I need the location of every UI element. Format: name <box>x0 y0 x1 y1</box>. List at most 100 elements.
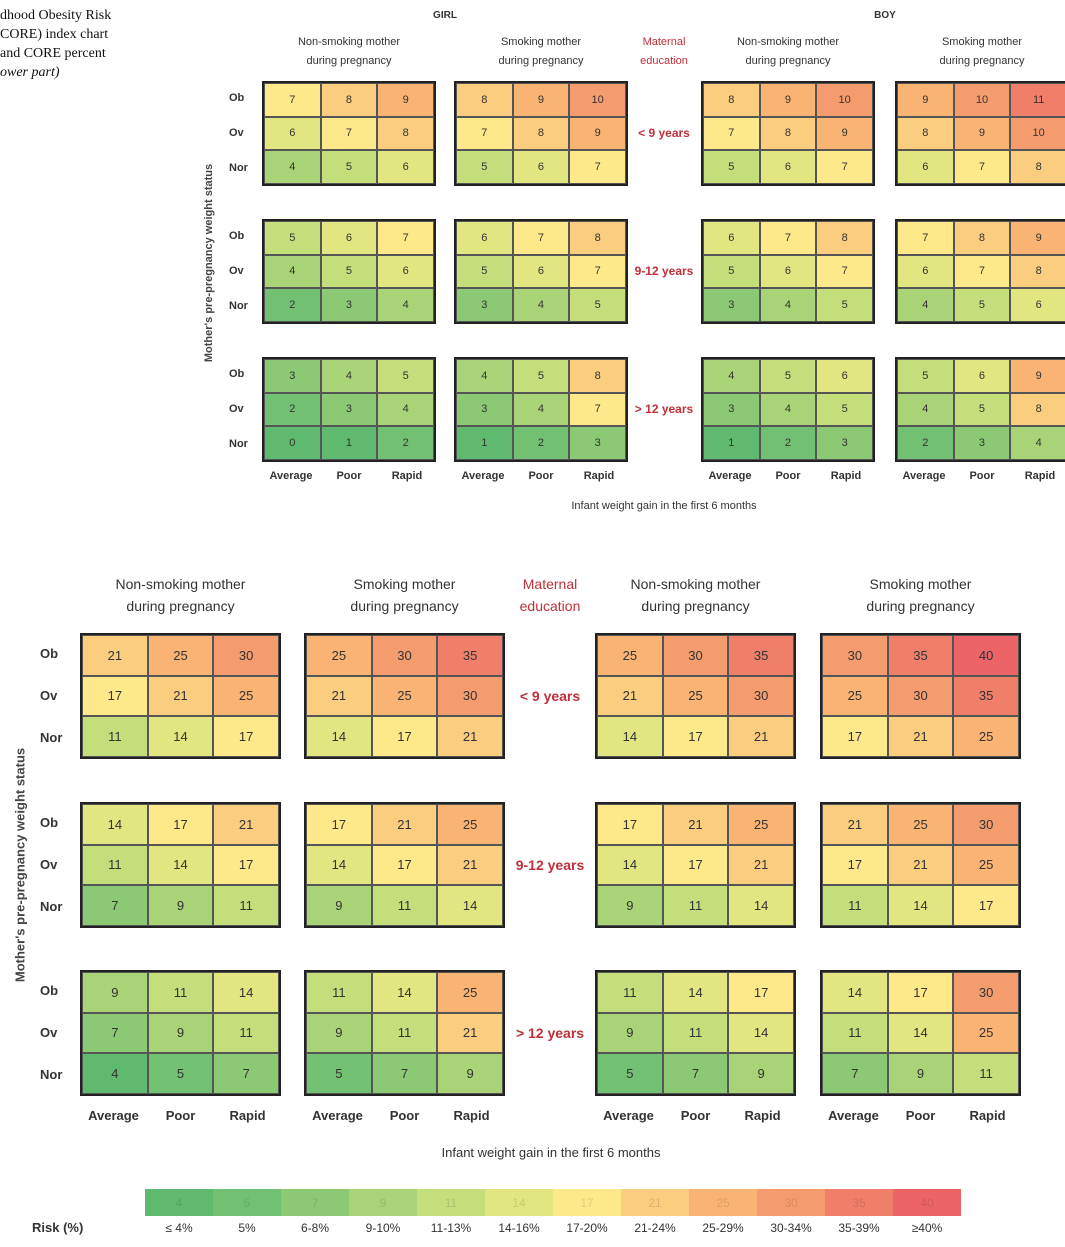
heatmap-cell: 21 <box>306 675 372 717</box>
column-label-poor: Poor <box>775 470 801 482</box>
maternal-education-header-line-1: Maternal <box>522 576 578 592</box>
heatmap-cell: 5 <box>953 288 1011 322</box>
heatmap-cell: 35 <box>728 635 794 676</box>
heatmap-cell: 25 <box>147 635 214 676</box>
heatmap-cell: 0 <box>264 426 321 460</box>
heatmap-cell: 7 <box>897 221 954 255</box>
heatmap-cell: 7 <box>512 221 570 255</box>
heatmap-cell: 14 <box>728 885 794 926</box>
heatmap-cell: 3 <box>320 392 378 427</box>
heatmap-cell: 35 <box>887 635 954 676</box>
row-label-nor: Nor <box>40 899 63 915</box>
caption-line-2: CORE) index chart <box>0 27 109 42</box>
heatmap-cell: 25 <box>822 675 888 717</box>
heatmap-cell: 25 <box>306 635 372 676</box>
heatmap-cell: 14 <box>597 844 663 886</box>
heatmap-cell: 17 <box>213 844 279 886</box>
heatmap-cell: 11 <box>82 716 148 757</box>
heatmap-cell: 6 <box>897 150 954 184</box>
heatmap-cell: 2 <box>264 288 321 322</box>
heatmap-cell: 6 <box>456 221 513 255</box>
heatmap-cell: 30 <box>887 675 954 717</box>
heatmap-cell: 4 <box>703 359 760 393</box>
heatmap-cell: 6 <box>512 150 570 184</box>
legend-swatch: 14 <box>485 1189 553 1216</box>
row-label-nor: Nor <box>229 437 248 450</box>
heatmap-cell: 4 <box>264 150 321 184</box>
column-label-poor: Poor <box>905 1108 936 1123</box>
heatmap-cell: 5 <box>456 150 513 184</box>
heatmap-cell: 4 <box>82 1053 148 1094</box>
heatmap-cell: 5 <box>897 359 954 393</box>
heatmap-cell: 7 <box>703 116 760 151</box>
heatmap-cell: 17 <box>147 804 214 845</box>
heatmap-cell: 6 <box>759 254 817 289</box>
heatmap-cell: 17 <box>822 716 888 757</box>
panel-header-line-2: during pregnancy <box>306 55 392 67</box>
heatmap-cell: 7 <box>371 1053 438 1094</box>
risk-grid: 25 30 35 21 25 30 14 17 21 <box>595 633 796 759</box>
heatmap-cell: 4 <box>320 359 378 393</box>
heatmap-cell: 6 <box>320 221 378 255</box>
heatmap-cell: 21 <box>437 716 503 757</box>
heatmap-cell: 9 <box>597 885 663 926</box>
column-label-poor: Poor <box>336 470 362 482</box>
heatmap-cell: 6 <box>377 150 434 184</box>
heatmap-cell: 3 <box>569 426 626 460</box>
heatmap-cell: 21 <box>887 844 954 886</box>
heatmap-cell: 8 <box>953 221 1011 255</box>
panel-header-line-1: Smoking mother <box>941 36 1023 48</box>
heatmap-cell: 11 <box>822 885 888 926</box>
heatmap-cell: 5 <box>512 359 570 393</box>
legend-swatch: 25 <box>689 1189 757 1216</box>
heatmap-cell: 6 <box>897 254 954 289</box>
heatmap-cell: 30 <box>953 804 1019 845</box>
panel-header-line-2: during pregnancy <box>939 55 1025 67</box>
maternal-education-header-line-1: Maternal <box>642 36 686 48</box>
risk-grid: 30 35 40 25 30 35 17 21 25 <box>820 633 1021 759</box>
risk-grid: 9 11 14 7 9 11 4 5 7 <box>80 970 281 1096</box>
legend-label: 9-10% <box>365 1221 401 1235</box>
column-label-average: Average <box>312 1108 363 1123</box>
heatmap-cell: 8 <box>569 221 626 255</box>
heatmap-cell: 9 <box>306 1012 372 1054</box>
heatmap-cell: 17 <box>82 675 148 717</box>
heatmap-cell: 7 <box>816 254 873 289</box>
row-label-ov: Ov <box>40 688 58 704</box>
row-label-ov: Ov <box>229 402 244 415</box>
heatmap-cell: 21 <box>728 716 794 757</box>
heatmap-cell: 30 <box>213 635 279 676</box>
heatmap-cell: 9 <box>377 83 434 117</box>
heatmap-cell: 9 <box>953 116 1011 151</box>
heatmap-cell: 8 <box>897 116 954 151</box>
column-label-rapid: Rapid <box>583 470 615 482</box>
heatmap-cell: 17 <box>371 716 438 757</box>
heatmap-cell: 8 <box>1010 150 1065 184</box>
heatmap-cell: 7 <box>377 221 434 255</box>
legend-swatch: 7 <box>281 1189 349 1216</box>
heatmap-cell: 35 <box>437 635 503 676</box>
heatmap-cell: 11 <box>953 1053 1019 1094</box>
heatmap-cell: 8 <box>512 116 570 151</box>
heatmap-cell: 5 <box>456 254 513 289</box>
heatmap-cell: 25 <box>437 804 503 845</box>
legend-swatch: 11 <box>417 1189 485 1216</box>
column-label-poor: Poor <box>165 1108 196 1123</box>
heatmap-cell: 21 <box>213 804 279 845</box>
heatmap-cell: 6 <box>512 254 570 289</box>
heatmap-cell: 2 <box>897 426 954 460</box>
legend-swatch: 30 <box>757 1189 825 1216</box>
heatmap-cell: 5 <box>953 392 1011 427</box>
heatmap-cell: 4 <box>759 392 817 427</box>
row-label-nor: Nor <box>40 730 63 746</box>
heatmap-cell: 5 <box>597 1053 663 1094</box>
heatmap-cell: 17 <box>371 844 438 886</box>
risk-grid: 11 14 17 9 11 14 5 7 9 <box>595 970 796 1096</box>
column-label-average: Average <box>708 470 752 482</box>
heatmap-cell: 9 <box>569 116 626 151</box>
heatmap-cell: 14 <box>213 972 279 1013</box>
x-axis-label: Infant weight gain in the first 6 months <box>441 1145 661 1160</box>
risk-grid: 25 30 35 21 25 30 14 17 21 <box>304 633 505 759</box>
column-label-rapid: Rapid <box>830 470 862 482</box>
